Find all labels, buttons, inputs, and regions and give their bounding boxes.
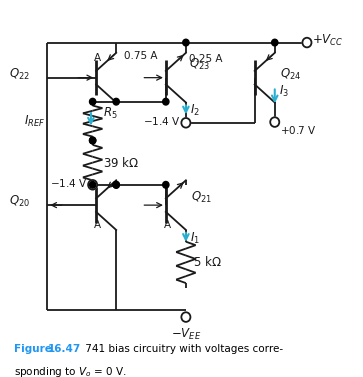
Text: $R_5$: $R_5$ xyxy=(103,106,118,121)
Text: $-1.4\ \mathrm{V}$: $-1.4\ \mathrm{V}$ xyxy=(143,115,181,127)
Circle shape xyxy=(113,98,119,105)
Text: $I_1$: $I_1$ xyxy=(190,231,200,246)
Circle shape xyxy=(163,181,169,188)
Text: $-V_{EE}$: $-V_{EE}$ xyxy=(171,327,201,342)
Text: $Q_{23}$: $Q_{23}$ xyxy=(189,57,211,72)
Circle shape xyxy=(182,312,191,322)
Circle shape xyxy=(272,39,278,46)
Text: $-1.4\ \mathrm{V}$: $-1.4\ \mathrm{V}$ xyxy=(50,177,87,189)
Text: 16.47: 16.47 xyxy=(47,345,81,354)
Text: A: A xyxy=(164,220,171,230)
Circle shape xyxy=(88,180,97,190)
Circle shape xyxy=(183,39,189,46)
Text: 39 k$\Omega$: 39 k$\Omega$ xyxy=(103,156,139,170)
Text: Figure: Figure xyxy=(14,345,56,354)
Circle shape xyxy=(163,98,169,105)
Text: $Q_{22}$: $Q_{22}$ xyxy=(9,66,30,81)
Text: 5 k$\Omega$: 5 k$\Omega$ xyxy=(193,255,221,270)
Text: $I_2$: $I_2$ xyxy=(190,103,200,118)
Text: sponding to $V_o$ = 0 V.: sponding to $V_o$ = 0 V. xyxy=(14,365,127,377)
Text: $+V_{CC}$: $+V_{CC}$ xyxy=(312,33,343,48)
Circle shape xyxy=(270,117,279,127)
Circle shape xyxy=(302,38,311,48)
Circle shape xyxy=(90,137,96,144)
Text: 0.25 A: 0.25 A xyxy=(189,54,223,64)
Text: A: A xyxy=(94,53,101,63)
Circle shape xyxy=(90,181,96,188)
Text: 0.75 A: 0.75 A xyxy=(124,51,158,61)
Circle shape xyxy=(113,181,119,188)
Text: 741 bias circuitry with voltages corre-: 741 bias circuitry with voltages corre- xyxy=(82,345,283,354)
Text: $I_{REF}$: $I_{REF}$ xyxy=(24,113,46,129)
Circle shape xyxy=(90,137,96,144)
Text: $Q_{20}$: $Q_{20}$ xyxy=(9,194,30,209)
Circle shape xyxy=(90,98,96,105)
Text: $Q_{24}$: $Q_{24}$ xyxy=(280,66,301,81)
Circle shape xyxy=(113,181,119,188)
Text: $Q_{21}$: $Q_{21}$ xyxy=(191,190,212,205)
Text: $+0.7\ \mathrm{V}$: $+0.7\ \mathrm{V}$ xyxy=(280,124,317,136)
Circle shape xyxy=(182,118,191,127)
Text: $I_3$: $I_3$ xyxy=(279,84,289,100)
Text: A: A xyxy=(94,220,101,230)
